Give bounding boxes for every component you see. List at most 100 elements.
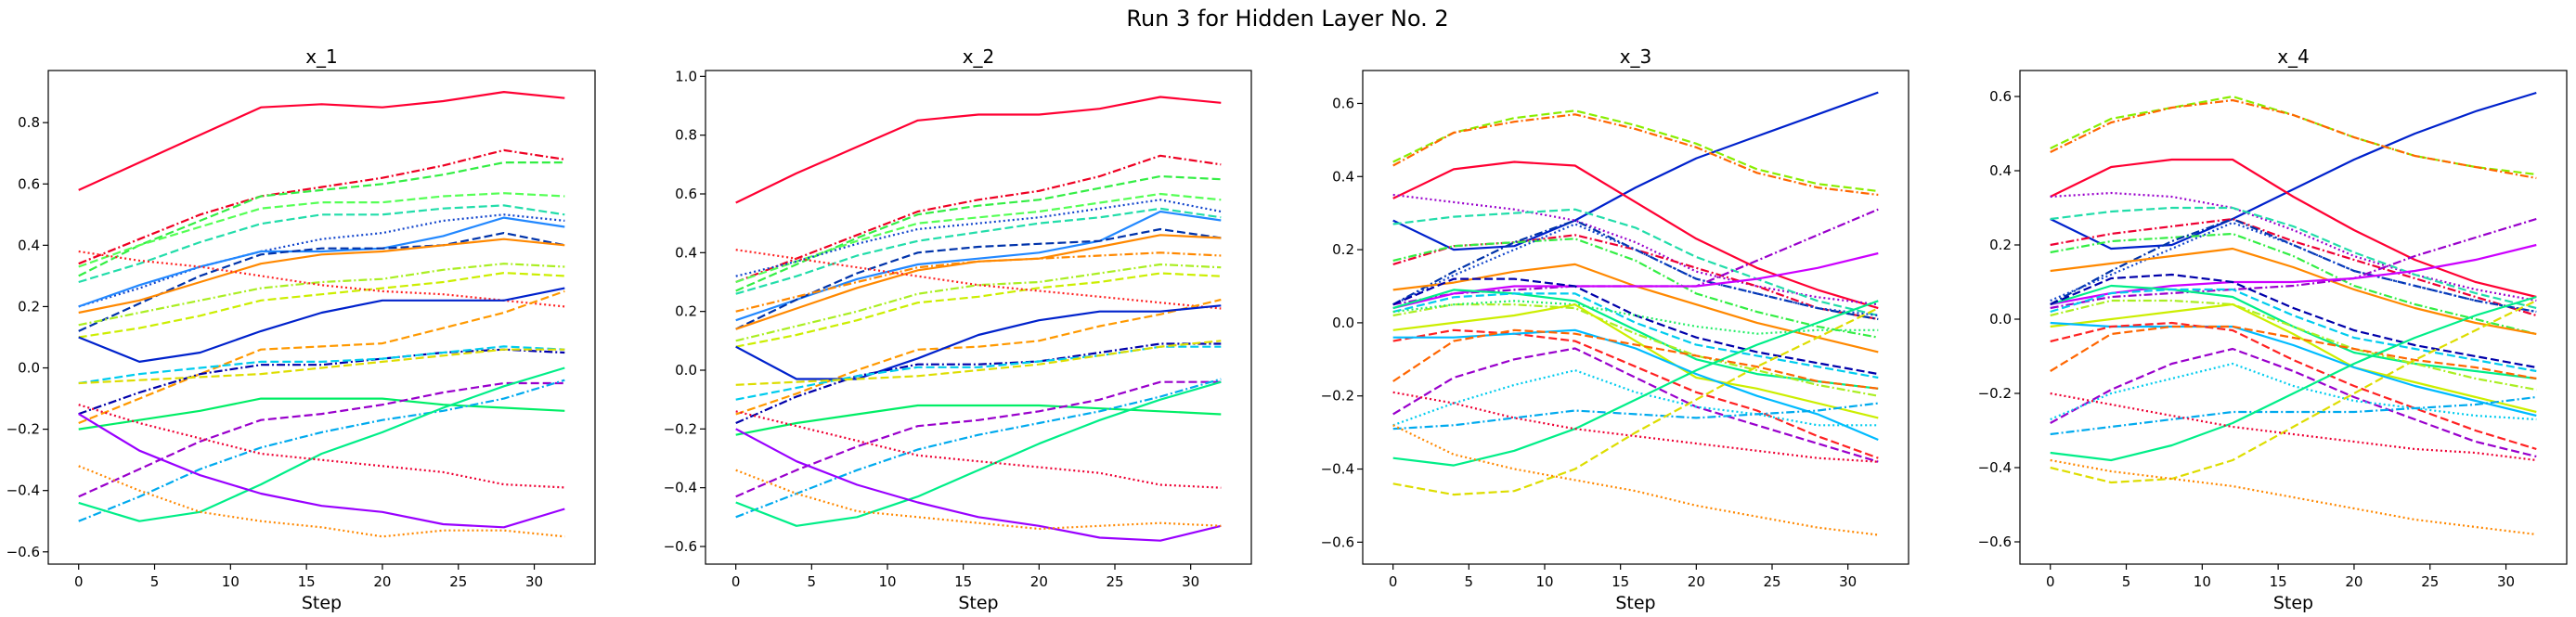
series-line-24	[735, 410, 1222, 489]
series-line-5	[78, 204, 565, 284]
series-line-25	[1392, 402, 1879, 431]
series-line-3	[1392, 109, 1879, 193]
series-line-21	[78, 366, 565, 522]
figure-title: Run 3 for Hidden Layer No. 2	[1126, 6, 1448, 32]
series-line-20	[2050, 321, 2537, 451]
x-tick-label: 25	[1763, 573, 1780, 590]
series-line-19	[1392, 303, 1879, 419]
series-line-2	[78, 148, 565, 265]
series-line-8	[2050, 232, 2537, 336]
series-line-16	[1392, 292, 1879, 379]
x-tick-label: 10	[878, 573, 896, 590]
series-line-17	[78, 348, 565, 385]
y-tick-label: 0.2	[675, 303, 697, 320]
x-tick-label: 0	[2046, 573, 2055, 590]
y-tick-label: −0.6	[1978, 533, 2012, 550]
subplot-title: x_3	[1620, 45, 1652, 68]
y-tick-label: −0.2	[6, 421, 40, 438]
series-line-9	[1392, 219, 1879, 321]
y-tick-label: 0.6	[675, 186, 697, 202]
series-line-9	[78, 238, 565, 315]
series-line-4	[2050, 98, 2537, 180]
series-line-26	[2050, 300, 2537, 484]
series-line-21	[2050, 325, 2537, 380]
series-line-1	[2050, 91, 2537, 251]
x-tick-label: 0	[74, 573, 84, 590]
y-tick-label: 0.2	[1332, 241, 1354, 258]
plot-frame	[2019, 70, 2568, 565]
series-line-3	[2050, 95, 2537, 176]
x-tick-label: 5	[150, 573, 160, 590]
series-group	[78, 90, 565, 538]
series-line-7	[78, 216, 565, 308]
series-line-18	[735, 340, 1222, 386]
series-line-23	[1392, 347, 1879, 463]
y-tick-label: 0.2	[18, 298, 40, 315]
series-line-18	[2050, 302, 2537, 414]
series-group	[735, 96, 1222, 542]
y-tick-label: 0.4	[675, 244, 697, 261]
series-line-15	[735, 304, 1222, 380]
series-line-10	[78, 263, 565, 327]
x-tick-label: 15	[2270, 573, 2287, 590]
y-tick-label: 0.4	[1332, 168, 1354, 185]
subplots: 0 5 10 15 20 25 30 −0.6 −0.4 −0.2 0.0 0.2 0.4 0.6 0.8 x…	[6, 45, 2568, 613]
series-line-17	[735, 345, 1222, 401]
x-tick-label: 15	[954, 573, 972, 590]
series-line-7	[2050, 217, 2537, 317]
series-line-14	[735, 298, 1222, 416]
series-line-4	[78, 192, 565, 268]
series-group	[2050, 91, 2537, 536]
x-axis-label: Step	[958, 593, 998, 613]
series-line-23	[78, 404, 565, 489]
series-line-14	[78, 287, 565, 363]
series-line-25	[735, 469, 1222, 531]
y-tick-label: −0.6	[1321, 533, 1354, 550]
series-line-12	[2050, 217, 2537, 310]
y-tick-label: −0.4	[6, 482, 40, 499]
series-line-7	[1392, 234, 1879, 321]
x-axis-label: Step	[302, 593, 342, 613]
series-line-19	[2050, 321, 2537, 418]
series-line-24	[78, 465, 565, 538]
series-line-5	[735, 207, 1222, 295]
series-line-28	[1392, 391, 1879, 463]
series-line-22	[2050, 347, 2537, 458]
y-tick-label: 0.2	[1989, 237, 2012, 253]
plot-frame	[47, 70, 596, 565]
series-line-9	[735, 234, 1222, 330]
x-tick-label: 20	[1030, 573, 1048, 590]
series-line-29	[1392, 424, 1879, 536]
y-tick-label: 0.4	[18, 237, 40, 253]
x-tick-label: 0	[1389, 573, 1398, 590]
y-tick-label: 0.0	[1332, 315, 1354, 331]
x-tick-label: 20	[373, 573, 391, 590]
series-line-12	[735, 272, 1222, 348]
y-tick-label: 0.0	[1989, 311, 2012, 328]
y-tick-label: −0.6	[664, 538, 697, 555]
x-tick-label: 25	[1106, 573, 1123, 590]
x-tick-label: 5	[1465, 573, 1474, 590]
x-tick-label: 10	[222, 573, 239, 590]
series-line-21	[735, 378, 1222, 519]
series-line-1	[78, 90, 565, 191]
series-line-23	[2050, 362, 2537, 421]
series-line-18	[78, 397, 565, 431]
x-tick-label: 30	[525, 573, 543, 590]
x-tick-label: 25	[449, 573, 467, 590]
series-line-5	[2050, 191, 2537, 302]
y-tick-label: −0.4	[1321, 461, 1354, 478]
series-line-22	[1392, 328, 1879, 390]
series-line-11	[735, 263, 1222, 342]
x-tick-label: 10	[1535, 573, 1553, 590]
y-tick-label: −0.4	[1978, 459, 2012, 476]
y-tick-label: −0.4	[664, 480, 697, 496]
x-tick-label: 15	[298, 573, 316, 590]
x-tick-label: 5	[2122, 573, 2131, 590]
subplot-title: x_4	[2277, 45, 2310, 68]
y-tick-label: 0.6	[1989, 88, 2012, 105]
subplot-title: x_1	[305, 45, 338, 68]
x-tick-label: 20	[2345, 573, 2362, 590]
series-group	[1392, 91, 1879, 536]
x-tick-label: 20	[1688, 573, 1705, 590]
